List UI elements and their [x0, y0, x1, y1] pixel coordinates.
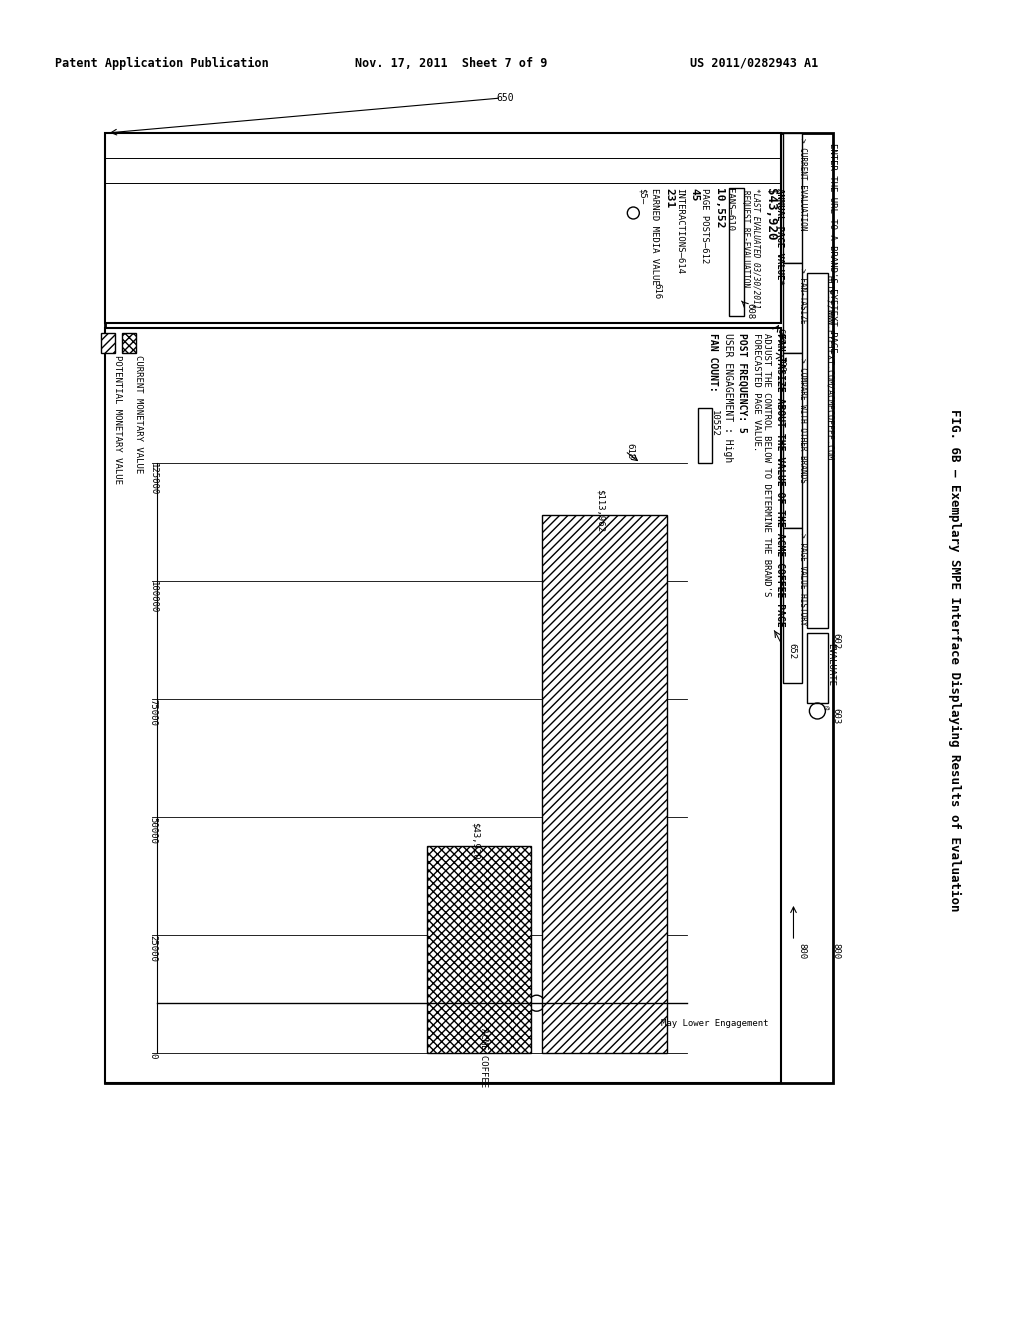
Text: 650: 650	[496, 92, 514, 103]
Text: EVALUATE: EVALUATE	[825, 643, 835, 686]
Text: > PAGE VALUE HISTORY: > PAGE VALUE HISTORY	[798, 533, 807, 626]
Text: INTERACTIONS—614: INTERACTIONS—614	[675, 187, 684, 275]
Text: 616: 616	[652, 282, 662, 300]
Bar	[105, 133, 833, 1082]
Text: $43,920: $43,920	[470, 822, 479, 859]
Text: 800: 800	[830, 942, 840, 960]
Text: *LAST EVALUATED 03/30/2011: *LAST EVALUATED 03/30/2011	[752, 187, 761, 309]
Text: 50000: 50000	[148, 817, 158, 843]
Text: 603: 603	[830, 708, 840, 725]
Bar	[807, 634, 827, 704]
Text: USER ENGAGEMENT : High: USER ENGAGEMENT : High	[723, 333, 733, 462]
Text: 618: 618	[625, 444, 634, 459]
Text: 75000: 75000	[148, 700, 158, 726]
Text: 10,552: 10,552	[715, 187, 724, 228]
Text: PAGE POSTS—612: PAGE POSTS—612	[699, 187, 709, 263]
Text: $113,962: $113,962	[595, 488, 604, 532]
Text: 602: 602	[830, 634, 840, 649]
Bar	[697, 408, 713, 463]
Bar	[783, 352, 802, 528]
Bar	[100, 333, 116, 352]
Text: 231: 231	[665, 187, 675, 209]
Bar	[783, 133, 802, 263]
Text: ANNUAL PAGE VALUE*: ANNUAL PAGE VALUE*	[775, 187, 783, 285]
Text: 45: 45	[689, 187, 699, 202]
Text: 600: 600	[776, 327, 784, 345]
Text: ADJUST THE CONTROL BELOW TO DETERMINE THE BRAND'S: ADJUST THE CONTROL BELOW TO DETERMINE TH…	[762, 333, 771, 597]
Text: 800: 800	[798, 942, 807, 960]
Text: FIG. 6B – Exemplary SMPE Interface Displaying Results of Evaluation: FIG. 6B – Exemplary SMPE Interface Displ…	[948, 409, 962, 911]
Text: FANS—610: FANS—610	[725, 187, 734, 231]
Text: FAN COUNT:: FAN COUNT:	[709, 333, 718, 392]
Text: EARNED MEDIA VALUE: EARNED MEDIA VALUE	[650, 187, 659, 285]
Text: @: @	[822, 705, 828, 709]
Text: 125000: 125000	[148, 463, 158, 495]
Text: HTTP://WWW.EYETEXT.COM/ACMECOFFEE.COM: HTTP://WWW.EYETEXT.COM/ACMECOFFEE.COM	[824, 275, 834, 459]
Text: FORECASTED PAGE VALUE.: FORECASTED PAGE VALUE.	[752, 333, 761, 451]
Text: > FAN-TASIZE: > FAN-TASIZE	[798, 268, 807, 323]
Text: 700: 700	[777, 356, 785, 372]
Bar	[427, 846, 531, 1053]
Text: > CURRENT EVALUATION: > CURRENT EVALUATION	[798, 139, 807, 231]
Text: US 2011/0282943 A1: US 2011/0282943 A1	[690, 57, 818, 70]
Text: Patent Application Publication: Patent Application Publication	[55, 57, 268, 70]
Text: ENTER THE URL TO A BRAND'S EYETEXT PAGE: ENTER THE URL TO A BRAND'S EYETEXT PAGE	[827, 143, 837, 352]
Text: CURRENT MONETARY VALUE: CURRENT MONETARY VALUE	[134, 355, 143, 474]
Text: 100000: 100000	[148, 581, 158, 614]
Text: Nov. 17, 2011  Sheet 7 of 9: Nov. 17, 2011 Sheet 7 of 9	[355, 57, 548, 70]
Text: $43,920: $43,920	[764, 187, 777, 240]
Bar	[729, 187, 743, 315]
Bar	[122, 333, 136, 352]
Bar	[783, 263, 802, 352]
Bar	[807, 273, 827, 628]
Text: FAN-TASIZE ABOUT THE VALUE OF THE ACME COFFEE PAGE: FAN-TASIZE ABOUT THE VALUE OF THE ACME C…	[775, 333, 784, 627]
Text: 10552: 10552	[711, 411, 719, 437]
Text: 0: 0	[148, 1053, 158, 1059]
Text: $5—: $5—	[638, 187, 646, 205]
Text: May Lower Engagement: May Lower Engagement	[662, 1019, 769, 1028]
Text: 608: 608	[745, 304, 755, 319]
Bar	[542, 515, 667, 1053]
Text: POST FREQUENCY: 5: POST FREQUENCY: 5	[737, 333, 748, 433]
Text: ACME COFFEE: ACME COFFEE	[479, 1028, 488, 1088]
Bar	[105, 133, 781, 323]
Text: 652: 652	[787, 643, 797, 659]
Text: REQUEST RE-EVALUATION: REQUEST RE-EVALUATION	[741, 190, 751, 288]
Bar	[783, 528, 802, 682]
Text: > COMPARE WITH OTHER BRANDS: > COMPARE WITH OTHER BRANDS	[798, 358, 807, 483]
Text: POTENTIAL MONETARY VALUE: POTENTIAL MONETARY VALUE	[114, 355, 122, 484]
Bar	[105, 327, 781, 1082]
Text: 25000: 25000	[148, 935, 158, 962]
